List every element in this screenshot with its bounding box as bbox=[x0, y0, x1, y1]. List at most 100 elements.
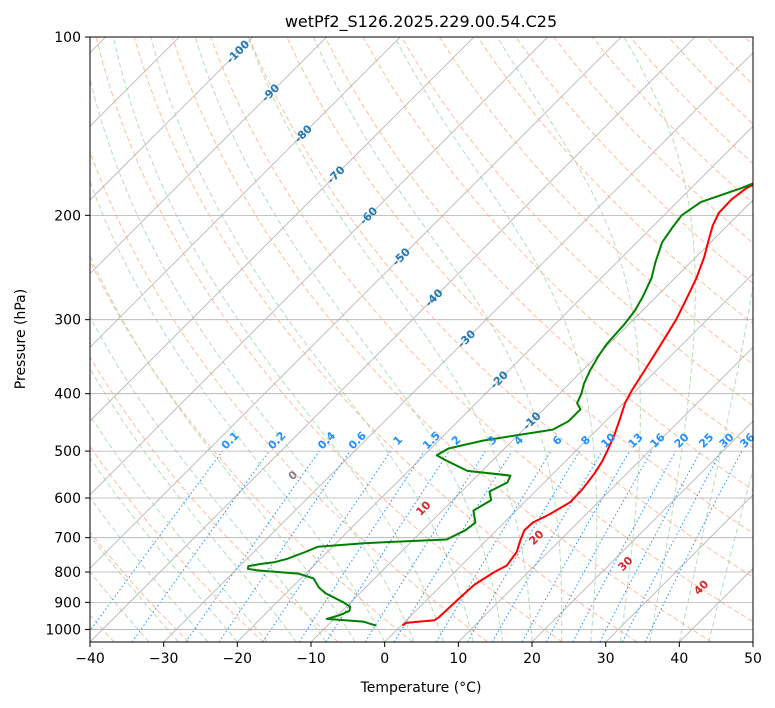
dry-adiabat-line bbox=[133, 37, 638, 642]
temperature-line bbox=[401, 183, 753, 627]
moist-adiabat-line bbox=[313, 37, 563, 642]
moist-adiabat-line bbox=[394, 37, 598, 642]
mixing-ratio-label: 25 bbox=[696, 431, 716, 451]
y-tick-label: 800 bbox=[54, 565, 81, 581]
mixing-ratio-label: 1 bbox=[391, 433, 406, 448]
x-tick-label: 20 bbox=[523, 651, 541, 667]
isotherm-line bbox=[90, 37, 475, 422]
mixing-ratio-line bbox=[599, 450, 701, 642]
dry-adiabat-line bbox=[90, 356, 339, 642]
moist-adiabat-line bbox=[90, 76, 415, 642]
dry-adiabat-line bbox=[248, 37, 753, 578]
mixing-ratio-label: 0.1 bbox=[219, 429, 242, 452]
mixing-ratio-line bbox=[325, 450, 450, 642]
background-lines bbox=[90, 37, 753, 642]
mixing-ratio-label: 0.6 bbox=[346, 429, 369, 452]
y-tick-label: 700 bbox=[54, 531, 81, 547]
y-tick-label: 200 bbox=[54, 208, 81, 224]
x-tick-label: −10 bbox=[296, 651, 326, 667]
isotherm-line bbox=[458, 346, 753, 642]
moist-adiabat-line bbox=[150, 37, 474, 642]
mixing-ratio-line bbox=[298, 450, 425, 642]
dry-adiabat-line bbox=[95, 37, 563, 642]
mixing-ratio-line bbox=[467, 450, 580, 642]
x-tick-label: 40 bbox=[670, 651, 688, 667]
mixing-ratio-label: 13 bbox=[626, 431, 646, 451]
mixing-ratio-line bbox=[90, 450, 223, 632]
isotherm-line bbox=[605, 494, 753, 642]
dry-adiabat-line bbox=[324, 37, 753, 491]
moist-adiabat-label: 10 bbox=[413, 498, 433, 518]
dewpoint-line bbox=[246, 182, 753, 627]
moist-adiabat-line bbox=[496, 37, 641, 642]
y-tick-label: 600 bbox=[54, 491, 81, 507]
x-tick-label: −30 bbox=[149, 651, 179, 667]
dry-adiabat-line bbox=[210, 37, 753, 623]
y-tick-label: 300 bbox=[54, 313, 81, 329]
moist-adiabat-line bbox=[90, 254, 356, 642]
y-tick-label: 900 bbox=[54, 595, 81, 611]
moist-adiabat-line bbox=[708, 467, 753, 642]
isotherm-line bbox=[90, 37, 254, 201]
y-tick-label: 500 bbox=[54, 444, 81, 460]
dry-adiabat-line bbox=[362, 37, 753, 449]
dry-adiabat-line bbox=[400, 37, 753, 407]
isotherm-line bbox=[752, 641, 753, 642]
mixing-ratio-label: 3 bbox=[485, 433, 500, 448]
moist-adiabat-line bbox=[623, 37, 696, 642]
dry-adiabat-line bbox=[744, 37, 753, 47]
mixing-ratio-line bbox=[262, 450, 392, 642]
dry-adiabat-line bbox=[591, 37, 753, 204]
moist-adiabat-line bbox=[90, 414, 268, 642]
mixing-ratio-label: 16 bbox=[648, 430, 668, 450]
moist-adiabat-line bbox=[112, 37, 445, 642]
x-axis-ticks: −40 −30 −20 −10 0 10 20 30 40 50 bbox=[75, 642, 762, 667]
x-tick-label: 50 bbox=[744, 651, 762, 667]
moist-adiabat-label: 40 bbox=[691, 577, 711, 597]
isotherm-line bbox=[163, 52, 753, 642]
isotherm-line bbox=[531, 420, 753, 642]
dry-adiabat-line bbox=[90, 445, 264, 642]
x-tick-label: 10 bbox=[449, 651, 467, 667]
moist-adiabat-line bbox=[194, 37, 503, 642]
mixing-ratio-line bbox=[521, 450, 630, 642]
mixing-ratio-label: 6 bbox=[550, 433, 565, 448]
moist-adiabat-line bbox=[90, 457, 238, 642]
plot-frame bbox=[89, 36, 754, 643]
chart-title: wetPf2_S126.2025.229.00.54.C25 bbox=[285, 12, 557, 32]
mixing-ratio-line bbox=[572, 450, 677, 642]
isotherm-line bbox=[90, 37, 548, 496]
moist-adiabat-line bbox=[678, 282, 753, 642]
mixing-ratio-label: 0.4 bbox=[315, 429, 338, 452]
mixing-ratio-line bbox=[185, 450, 320, 642]
x-tick-label: 0 bbox=[380, 651, 389, 667]
moist-adiabat-line bbox=[247, 37, 533, 642]
dry-adiabat-line bbox=[515, 37, 753, 284]
x-axis-label: Temperature (°C) bbox=[360, 680, 482, 696]
dry-adiabat-line bbox=[90, 259, 414, 642]
dry-adiabat-line bbox=[706, 37, 753, 86]
mixing-ratio-line bbox=[393, 450, 513, 642]
isotherm-line bbox=[237, 125, 753, 642]
dry-adiabat-line bbox=[90, 150, 488, 642]
mixing-ratio-line bbox=[621, 450, 722, 642]
isotherm-line bbox=[90, 37, 622, 569]
moist-adiabat-line bbox=[90, 315, 327, 642]
pressure-gridlines bbox=[90, 37, 753, 630]
isotherm-line bbox=[310, 199, 753, 642]
mixing-ratio-label: 30 bbox=[717, 430, 737, 450]
isotherm-line bbox=[90, 37, 401, 348]
moist-adiabat-label: 20 bbox=[526, 527, 546, 547]
mixing-ratio-label: 1.5 bbox=[420, 429, 443, 452]
moist-adiabat-line bbox=[90, 180, 386, 642]
x-tick-label: 30 bbox=[597, 651, 615, 667]
moist-adiabat-label: 30 bbox=[616, 554, 636, 574]
mixing-ratio-label: 20 bbox=[672, 430, 692, 450]
isotherm-line bbox=[90, 37, 696, 642]
mixing-ratio-line bbox=[545, 450, 653, 642]
mixing-ratio-label: 0.2 bbox=[265, 429, 288, 452]
y-tick-label: 100 bbox=[54, 30, 81, 46]
dry-adiabat-line bbox=[668, 37, 753, 125]
y-axis-ticks: 100 200 300 400 500 600 700 800 900 1000 bbox=[45, 30, 90, 638]
